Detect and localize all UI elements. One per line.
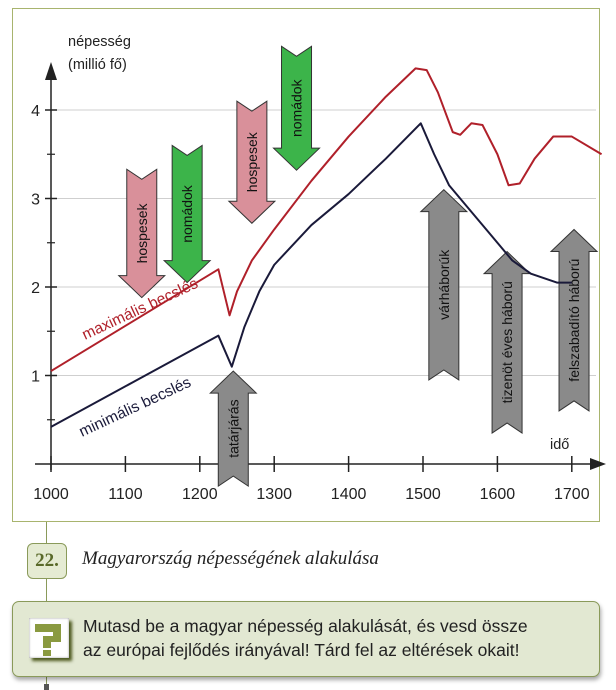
y-axis-arrow-icon	[45, 62, 57, 80]
question-mark-icon	[29, 618, 69, 658]
x-tick-label: 1400	[331, 486, 367, 503]
y-tick-label: 2	[31, 280, 40, 297]
series-line	[50, 67, 603, 372]
connector-line	[46, 579, 47, 602]
x-tick-label: 1700	[554, 486, 590, 503]
annotation-label: tatárjárás	[225, 399, 241, 457]
annotation-label: hospesek	[134, 202, 150, 263]
x-axis-label: idő	[550, 437, 569, 453]
annotation-arrow-up	[419, 188, 469, 381]
x-tick-label: 1100	[108, 486, 143, 503]
annotation-arrow-down	[117, 168, 167, 299]
annotation-arrow-down	[272, 45, 321, 171]
task-text: Mutasd be a magyar népesség alakulását, …	[83, 614, 528, 662]
connector-line	[46, 677, 47, 685]
x-tick-label: 1300	[256, 486, 292, 503]
task-box: Mutasd be a magyar népesség alakulását, …	[12, 601, 600, 677]
x-tick-label: 1200	[182, 486, 218, 503]
x-tick-label: 1500	[405, 486, 441, 503]
figure-number: 22.	[27, 543, 67, 579]
annotation-arrow-up	[549, 228, 599, 412]
series-label: minimális becslés	[77, 374, 194, 441]
x-tick-label: 1000	[33, 486, 69, 503]
connector-dot	[44, 684, 49, 690]
task-line: Mutasd be a magyar népesség alakulását, …	[83, 616, 528, 636]
x-tick-label: 1600	[480, 486, 516, 503]
annotation-label: nomádok	[179, 184, 195, 243]
annotation-label: várháborúk	[436, 249, 452, 320]
series-line	[50, 122, 572, 428]
annotation-arrow-up	[209, 370, 258, 488]
annotation-label: nomádok	[289, 78, 305, 137]
annotation-label: felszabadító háború	[566, 259, 582, 382]
y-axis-label: (millió fő)	[68, 57, 127, 73]
annotation-label: hospesek	[244, 131, 260, 192]
annotation-label: tizenöt éves háború	[499, 281, 515, 403]
annotation-arrow-down	[227, 100, 277, 224]
y-axis-label: népesség	[68, 34, 131, 50]
task-line: az európai fejlődés irányával! Tárd fel …	[83, 640, 520, 660]
population-chart: 1 2 3 4 1000 1100 1200 1300 1400 1500 1600 1700 népe…	[31, 34, 606, 503]
x-axis-arrow-icon	[590, 458, 606, 470]
connector-line	[46, 522, 47, 544]
annotation-arrow-down	[162, 144, 212, 284]
y-tick-label: 1	[31, 369, 40, 386]
figure-caption: Magyarország népességének alakulása	[82, 548, 379, 569]
y-tick-label: 4	[31, 103, 40, 120]
y-tick-label: 3	[31, 192, 40, 209]
chart-frame	[12, 8, 600, 522]
